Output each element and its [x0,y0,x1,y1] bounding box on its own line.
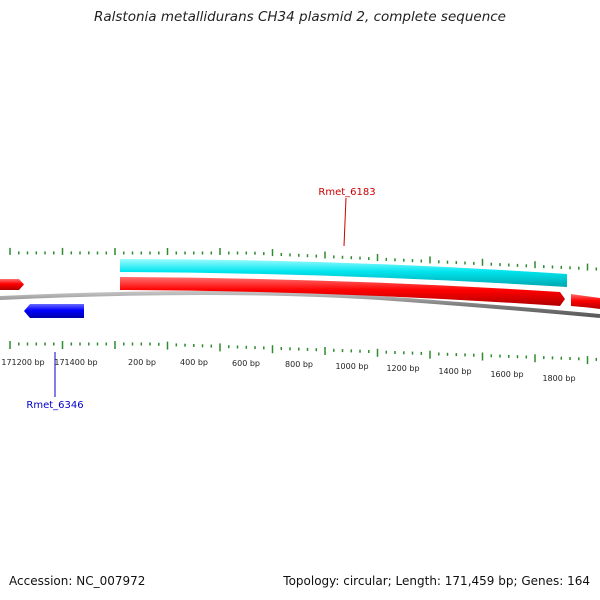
feature-arrow-rmet-6346 [24,304,84,318]
tick-label: 171200 bp [1,358,44,367]
tick-label: 1200 bp [386,364,419,373]
tick-label: 1800 bp [542,374,575,383]
map-title: Ralstonia metallidurans CH34 plasmid 2, … [94,9,506,25]
gene-label-rmet-6346: Rmet_6346 [26,400,83,411]
tick-label: 171400 bp [54,358,97,367]
tick-label: 1600 bp [490,370,523,379]
tick-label: 1000 bp [335,362,368,371]
tick-label: 1400 bp [438,367,471,376]
feature-arrow-right [571,294,600,309]
feature-arrow-left [0,279,24,290]
tick-label: 600 bp [232,359,260,368]
genome-summary-text: Topology: circular; Length: 171,459 bp; … [283,574,590,588]
cds-band [120,259,567,287]
tick-label: 200 bp [128,358,156,367]
tick-label: 800 bp [285,360,313,369]
tick-label: 400 bp [180,358,208,367]
feature-arrow-rmet-6183 [120,277,565,306]
gene-callout-line-rmet-6183 [343,197,347,247]
accession-text: Accession: NC_007972 [9,574,146,588]
gene-label-rmet-6183: Rmet_6183 [318,187,375,198]
tick-marks [9,247,598,365]
backbone-line [0,291,600,318]
